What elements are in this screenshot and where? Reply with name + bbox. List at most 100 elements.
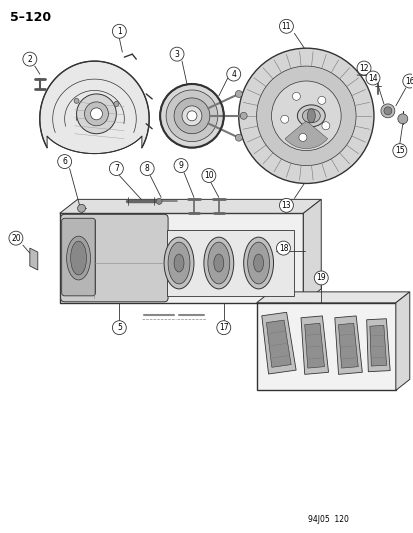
Circle shape [9,231,23,245]
Text: 17: 17 [218,323,228,332]
Circle shape [279,19,293,33]
Text: 1: 1 [117,27,121,36]
Circle shape [182,106,202,126]
Circle shape [292,92,300,100]
Polygon shape [30,248,38,270]
Circle shape [173,159,188,173]
Circle shape [173,98,209,134]
Text: 11: 11 [281,22,290,31]
Text: 5–120: 5–120 [10,11,51,25]
Text: 16: 16 [404,77,413,85]
Text: 8: 8 [145,164,149,173]
Polygon shape [59,213,303,303]
FancyBboxPatch shape [62,218,95,296]
Circle shape [298,133,306,141]
Polygon shape [300,316,328,374]
Circle shape [383,107,391,115]
Circle shape [156,198,162,204]
Circle shape [226,67,240,81]
Polygon shape [261,312,295,374]
Circle shape [202,168,215,182]
Text: 13: 13 [281,201,291,210]
Ellipse shape [203,237,233,289]
Circle shape [77,204,85,212]
Circle shape [276,241,290,255]
Circle shape [397,114,407,124]
Polygon shape [40,61,149,154]
Circle shape [160,84,223,148]
Circle shape [109,161,123,175]
Text: 12: 12 [358,63,368,72]
Circle shape [365,71,379,85]
Text: 20: 20 [11,233,21,243]
Wedge shape [284,121,327,149]
Circle shape [271,81,340,151]
Ellipse shape [173,254,183,272]
Bar [256,303,395,390]
Ellipse shape [306,109,315,123]
Ellipse shape [301,109,320,123]
Text: 7: 7 [114,164,119,173]
Polygon shape [256,292,409,303]
Circle shape [317,96,325,104]
Ellipse shape [247,242,269,284]
Circle shape [114,101,119,107]
Ellipse shape [71,241,86,275]
Polygon shape [395,292,409,390]
Polygon shape [366,319,389,372]
Text: 5: 5 [116,323,121,332]
Circle shape [170,47,183,61]
Text: 6: 6 [62,157,67,166]
Circle shape [235,134,242,141]
Text: 2: 2 [27,54,32,63]
Ellipse shape [207,242,229,284]
Circle shape [402,74,413,88]
Circle shape [380,104,394,118]
Circle shape [74,99,79,103]
Text: 94J05  120: 94J05 120 [308,514,348,523]
Circle shape [238,48,373,183]
Polygon shape [369,326,386,366]
Ellipse shape [66,236,90,280]
Circle shape [140,161,154,175]
Circle shape [313,271,328,285]
Circle shape [166,90,217,142]
Text: 9: 9 [178,161,183,170]
Text: 10: 10 [204,171,213,180]
Polygon shape [334,316,361,374]
Text: 3: 3 [174,50,179,59]
Ellipse shape [164,237,193,289]
Polygon shape [304,324,324,368]
Bar [167,230,294,296]
Text: 15: 15 [394,146,404,155]
Text: 14: 14 [367,74,377,83]
Circle shape [280,115,288,123]
Text: 19: 19 [316,273,325,282]
Polygon shape [338,324,357,368]
Circle shape [240,112,247,119]
Circle shape [392,144,406,158]
Ellipse shape [243,237,273,289]
Circle shape [216,321,230,335]
Circle shape [57,155,71,168]
Circle shape [76,94,116,134]
Polygon shape [59,199,320,213]
FancyBboxPatch shape [61,214,168,302]
Ellipse shape [297,105,325,127]
Polygon shape [303,199,320,303]
Ellipse shape [168,242,190,284]
Ellipse shape [214,254,223,272]
Circle shape [187,111,197,121]
Circle shape [84,102,108,126]
Circle shape [23,52,37,66]
Text: 4: 4 [231,69,235,78]
Polygon shape [266,320,290,367]
Circle shape [112,321,126,335]
Circle shape [90,108,102,120]
Circle shape [279,198,293,212]
Circle shape [235,91,242,98]
Ellipse shape [253,254,263,272]
Circle shape [356,61,370,75]
Circle shape [321,122,329,130]
Text: 18: 18 [278,244,287,253]
